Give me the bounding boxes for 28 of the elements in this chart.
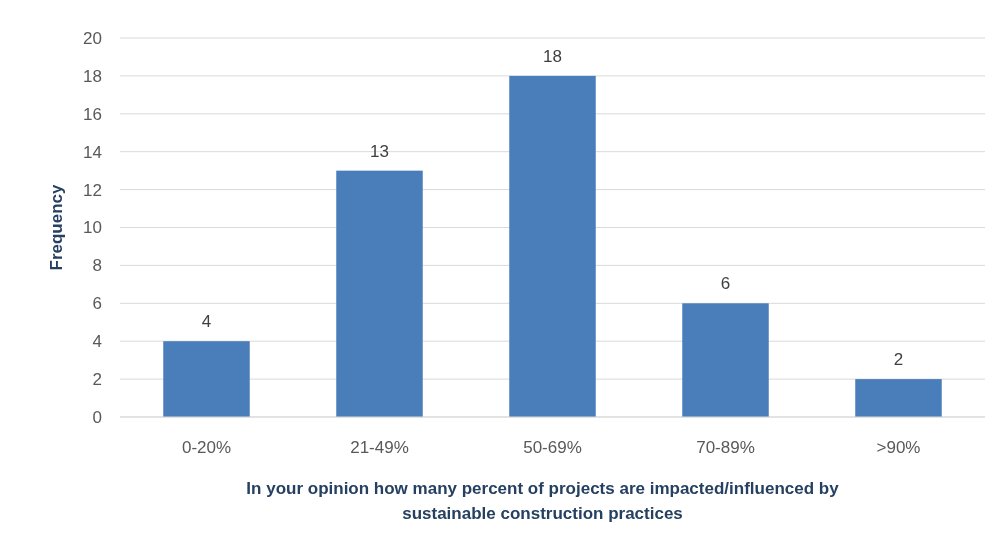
x-tick-label: 50-69% bbox=[523, 438, 582, 457]
y-tick-label: 20 bbox=[83, 28, 102, 48]
y-tick-label: 12 bbox=[83, 180, 102, 200]
data-label: 4 bbox=[201, 312, 212, 332]
bar bbox=[509, 75, 596, 417]
x-tick-label: 70-89% bbox=[696, 438, 755, 457]
x-axis-title: In your opinion how many percent of projects are impacted/influenced by sustainable construction practices bbox=[246, 479, 840, 523]
data-label: 13 bbox=[370, 141, 389, 161]
x-tick-label: 21-49% bbox=[350, 438, 409, 457]
y-tick-label: 16 bbox=[83, 104, 102, 124]
data-label: 2 bbox=[893, 350, 904, 370]
y-tick-label: 8 bbox=[92, 256, 102, 276]
x-tick-label: >90% bbox=[876, 438, 921, 457]
bar bbox=[163, 341, 250, 417]
data-label: 18 bbox=[543, 46, 562, 66]
y-tick-label: 4 bbox=[92, 332, 102, 352]
y-tick-label: 6 bbox=[92, 294, 102, 314]
y-tick-label: 0 bbox=[92, 407, 102, 427]
y-tick-label: 14 bbox=[83, 142, 102, 162]
y-tick-label: 2 bbox=[92, 370, 102, 390]
x-tick-label: 0-20% bbox=[181, 438, 232, 457]
y-tick-label: 10 bbox=[83, 218, 102, 238]
y-tick-label: 18 bbox=[83, 66, 102, 86]
y-axis-title: Frequency bbox=[47, 183, 66, 271]
bar bbox=[855, 379, 942, 417]
bar bbox=[336, 170, 423, 417]
data-label: 6 bbox=[720, 274, 731, 294]
bar bbox=[682, 303, 769, 417]
